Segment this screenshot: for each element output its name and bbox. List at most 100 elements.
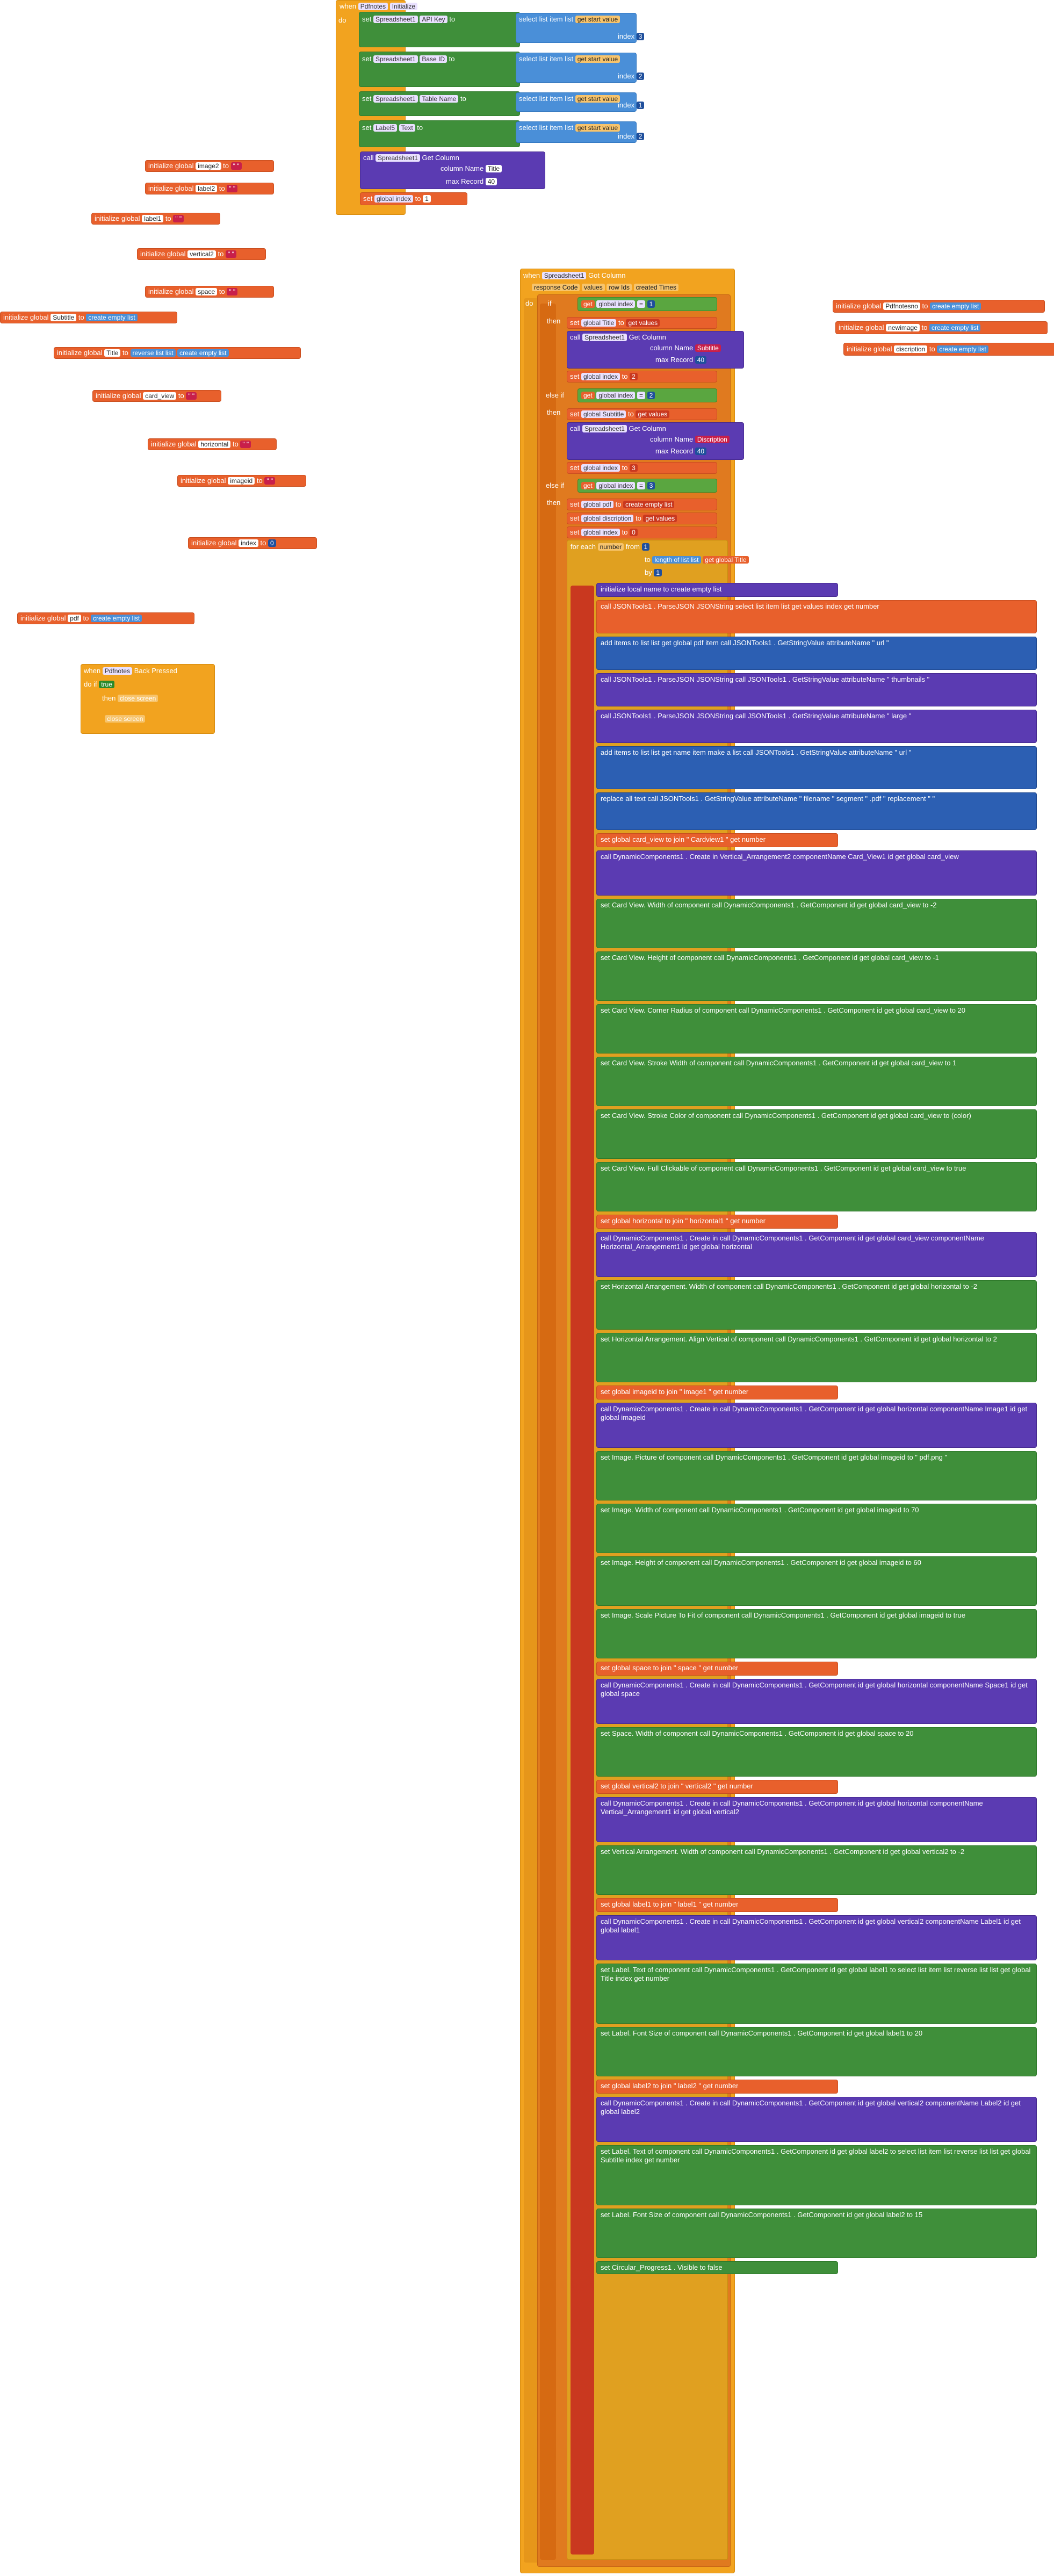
global-value[interactable]: " " <box>186 392 197 400</box>
loop-statement-30[interactable] <box>596 1845 1037 1895</box>
number-1[interactable]: 1 <box>647 300 655 308</box>
loop-statement-31[interactable] <box>596 1898 838 1912</box>
loop-statement-20[interactable] <box>596 1403 1037 1448</box>
global-value[interactable]: create empty list <box>929 324 981 331</box>
loop-statement-28[interactable] <box>596 1780 838 1794</box>
equals-operator[interactable]: = <box>637 392 646 399</box>
property-dropdown[interactable]: Table Name <box>420 95 459 103</box>
max-record-value[interactable]: 40 <box>485 178 497 185</box>
loop-statement-8[interactable] <box>596 850 1037 896</box>
loop-statement-34[interactable] <box>596 2027 1037 2076</box>
global-name[interactable]: Title <box>104 349 121 357</box>
variable-dropdown[interactable]: global index <box>581 373 620 380</box>
set-value[interactable]: get values <box>626 319 660 327</box>
global-value[interactable]: " " <box>227 185 238 192</box>
global-name[interactable]: index <box>239 539 258 547</box>
global-name[interactable]: card_view <box>143 392 177 400</box>
global-name[interactable]: label1 <box>142 215 164 222</box>
loop-statement-5[interactable] <box>596 746 1037 789</box>
variable-dropdown[interactable]: global Title <box>581 319 617 327</box>
target-dropdown[interactable]: Spreadsheet1 <box>373 95 418 103</box>
loop-statement-13[interactable] <box>596 1109 1037 1159</box>
loop-statement-27[interactable] <box>596 1727 1037 1777</box>
global-index-dropdown[interactable]: global index <box>596 392 636 399</box>
global-name[interactable]: vertical2 <box>187 250 216 258</box>
loop-statement-1[interactable] <box>596 600 1037 633</box>
loop-statement-11[interactable] <box>596 1004 1037 1054</box>
variable-dropdown[interactable]: global pdf <box>581 501 614 508</box>
loop-statement-24[interactable] <box>596 1609 1037 1658</box>
global-value-inner[interactable]: create empty list <box>177 349 229 357</box>
loop-statement-10[interactable] <box>596 951 1037 1001</box>
loop-variable-number[interactable]: number <box>597 543 624 551</box>
index-value[interactable]: 1 <box>423 195 431 203</box>
variable-dropdown[interactable]: global index <box>581 464 620 472</box>
global-value[interactable]: create empty list <box>90 615 142 622</box>
loop-statement-14[interactable] <box>596 1162 1037 1211</box>
event-initialize[interactable]: Initialize <box>389 3 418 10</box>
global-name[interactable]: space <box>196 288 218 295</box>
number-3[interactable]: 3 <box>647 482 655 489</box>
global-value[interactable]: " " <box>240 441 251 448</box>
global-name[interactable]: Pdfnotesno <box>883 302 920 310</box>
set-value[interactable]: get values <box>643 515 677 522</box>
loop-statement-6[interactable] <box>596 792 1037 830</box>
global-name[interactable]: discription <box>894 345 928 353</box>
get-global-title[interactable]: get global Title <box>703 556 749 564</box>
param-created-times[interactable]: created Times <box>633 284 679 291</box>
loop-statement-35[interactable] <box>596 2080 838 2094</box>
global-value[interactable]: reverse list list <box>130 349 176 357</box>
loop-statement-12[interactable] <box>596 1057 1037 1106</box>
global-name[interactable]: Subtitle <box>50 314 77 321</box>
index-value[interactable]: 2 <box>636 133 645 140</box>
variable-dropdown[interactable]: global discription <box>581 515 634 522</box>
property-dropdown[interactable]: Base ID <box>420 55 447 63</box>
set-value[interactable]: get values <box>636 410 670 418</box>
param-row-ids[interactable]: row Ids <box>607 284 632 291</box>
component-dropdown[interactable]: Spreadsheet1 <box>582 425 627 432</box>
global-value[interactable]: create empty list <box>937 345 988 353</box>
loop-statement-39[interactable] <box>596 2261 838 2274</box>
param-response-code[interactable]: response Code <box>532 284 580 291</box>
loop-statement-7[interactable] <box>596 833 838 847</box>
length-of-list[interactable]: length of list list <box>652 556 701 564</box>
equals-operator[interactable]: = <box>637 300 646 308</box>
equals-operator[interactable]: = <box>637 482 646 489</box>
loop-statement-37[interactable] <box>596 2145 1037 2205</box>
global-name[interactable]: imageid <box>228 477 255 485</box>
global-value[interactable]: create empty list <box>930 302 981 310</box>
loop-statement-17[interactable] <box>596 1280 1037 1330</box>
param-value[interactable]: Subtitle <box>695 344 721 352</box>
variable-dropdown[interactable]: global Subtitle <box>581 410 626 418</box>
global-index-dropdown[interactable]: global index <box>596 300 636 308</box>
true-value[interactable]: true <box>99 681 114 688</box>
global-value[interactable]: " " <box>227 288 238 295</box>
global-name[interactable]: horizontal <box>198 441 231 448</box>
global-name[interactable]: image2 <box>196 162 221 170</box>
loop-statement-22[interactable] <box>596 1504 1037 1553</box>
loop-statement-29[interactable] <box>596 1797 1037 1842</box>
global-value[interactable]: create empty list <box>86 314 138 321</box>
loop-statement-36[interactable] <box>596 2097 1037 2142</box>
close-screen-block[interactable]: close screen <box>117 695 158 702</box>
loop-statement-2[interactable] <box>596 637 1037 670</box>
param-values[interactable]: values <box>582 284 605 291</box>
by-value[interactable]: 1 <box>654 569 662 576</box>
close-screen-block-else[interactable]: close screen <box>105 715 146 723</box>
loop-statement-0[interactable] <box>596 583 838 597</box>
loop-statement-32[interactable] <box>596 1915 1037 1960</box>
loop-statement-33[interactable] <box>596 1964 1037 2024</box>
global-value[interactable]: " " <box>225 250 236 258</box>
loop-statement-18[interactable] <box>596 1333 1037 1382</box>
loop-statement-3[interactable] <box>596 673 1037 706</box>
from-value[interactable]: 1 <box>641 543 650 551</box>
loop-statement-15[interactable] <box>596 1215 838 1229</box>
target-dropdown[interactable]: Label5 <box>373 124 398 132</box>
component-spreadsheet1[interactable]: Spreadsheet1 <box>542 272 587 279</box>
component-dropdown[interactable]: Spreadsheet1 <box>582 334 627 341</box>
global-name[interactable]: newimage <box>886 324 920 331</box>
index-value[interactable]: 3 <box>636 33 645 40</box>
variable-dropdown[interactable]: global index <box>581 529 620 536</box>
set-value[interactable]: create empty list <box>623 501 675 508</box>
global-value[interactable]: " " <box>230 162 242 170</box>
